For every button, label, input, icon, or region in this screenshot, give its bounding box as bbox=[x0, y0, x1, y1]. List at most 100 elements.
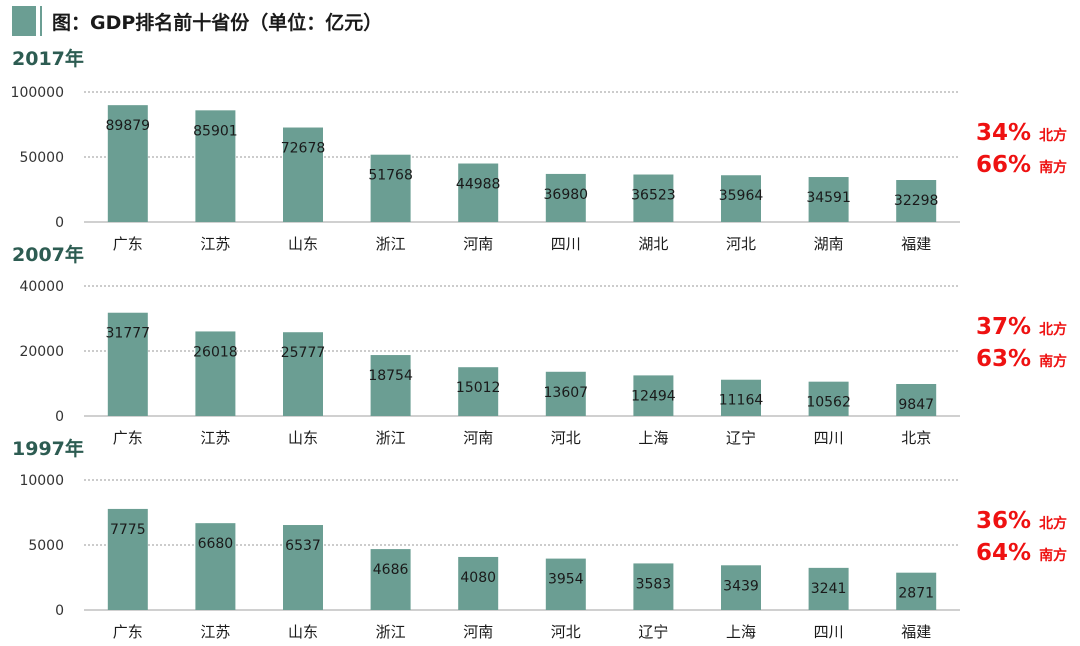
x-tick-label: 广东 bbox=[113, 235, 143, 253]
share-percent: 36% bbox=[976, 508, 1032, 534]
bar-value-label: 2871 bbox=[898, 586, 934, 602]
x-tick-label: 四川 bbox=[814, 429, 844, 447]
bar bbox=[370, 549, 411, 610]
x-tick-label: 山东 bbox=[288, 235, 318, 253]
bar bbox=[107, 105, 148, 222]
bar bbox=[545, 371, 586, 416]
bar-value-label: 4080 bbox=[460, 570, 496, 586]
year-label: 2017年 bbox=[12, 48, 84, 70]
year-label: 1997年 bbox=[12, 438, 84, 460]
share-region-label: 南方 bbox=[1039, 160, 1068, 176]
y-tick-label: 5000 bbox=[28, 538, 64, 554]
y-tick-label: 0 bbox=[55, 603, 64, 619]
region-share-row: 36% 北方 bbox=[976, 508, 1080, 540]
bar-value-label: 6680 bbox=[198, 536, 234, 552]
share-region-label: 南方 bbox=[1039, 354, 1068, 370]
share-percent: 64% bbox=[976, 540, 1032, 566]
y-tick-label: 40000 bbox=[19, 279, 64, 295]
bar-value-label: 3583 bbox=[636, 576, 672, 592]
bar bbox=[370, 355, 411, 416]
bar-value-label: 9847 bbox=[898, 397, 934, 413]
bar-value-label: 10562 bbox=[806, 395, 851, 411]
bar bbox=[721, 379, 761, 416]
share-region-label: 北方 bbox=[1039, 322, 1068, 338]
x-tick-label: 湖南 bbox=[814, 235, 844, 253]
share-percent: 63% bbox=[976, 346, 1032, 372]
bar bbox=[808, 381, 849, 416]
bar-value-label: 3954 bbox=[548, 572, 584, 588]
bar bbox=[545, 558, 586, 610]
bar bbox=[458, 556, 499, 610]
x-tick-label: 山东 bbox=[288, 429, 318, 447]
x-tick-label: 辽宁 bbox=[726, 429, 756, 447]
y-tick-label: 0 bbox=[55, 409, 64, 425]
x-tick-label: 湖北 bbox=[638, 235, 668, 253]
x-tick-label: 浙江 bbox=[376, 429, 406, 447]
region-share-row: 34% 北方 bbox=[976, 120, 1080, 152]
region-share-row: 37% 北方 bbox=[976, 314, 1080, 346]
bar-value-label: 12494 bbox=[631, 388, 676, 404]
bar-value-label: 3241 bbox=[811, 581, 847, 597]
bar-value-label: 72678 bbox=[281, 141, 326, 157]
x-tick-label: 广东 bbox=[113, 429, 143, 447]
region-share-row: 64% 南方 bbox=[976, 540, 1080, 572]
bar bbox=[195, 110, 236, 222]
bar bbox=[107, 312, 148, 416]
page-title: 图：GDP排名前十省份（单位：亿元） bbox=[52, 11, 383, 34]
bar bbox=[896, 383, 937, 416]
bar bbox=[808, 567, 849, 610]
bar bbox=[896, 572, 937, 610]
bar bbox=[283, 525, 323, 610]
bar-value-label: 51768 bbox=[368, 168, 413, 184]
bar-value-label: 25777 bbox=[281, 345, 326, 361]
share-percent: 37% bbox=[976, 314, 1032, 340]
bar-value-label: 85901 bbox=[193, 123, 238, 139]
bar-value-label: 6537 bbox=[285, 538, 321, 554]
bar bbox=[633, 563, 674, 610]
x-tick-label: 浙江 bbox=[376, 623, 406, 641]
bar-value-label: 44988 bbox=[456, 177, 501, 193]
x-tick-label: 河南 bbox=[463, 429, 493, 447]
y-tick-label: 10000 bbox=[19, 473, 64, 489]
share-region-label: 南方 bbox=[1039, 548, 1068, 564]
bar bbox=[633, 375, 674, 416]
bar-value-label: 11164 bbox=[719, 393, 764, 409]
y-tick-label: 100000 bbox=[11, 85, 64, 101]
title-rule bbox=[40, 6, 42, 36]
bar bbox=[458, 163, 499, 222]
bar bbox=[458, 367, 499, 416]
bar bbox=[195, 331, 236, 416]
x-tick-label: 江苏 bbox=[200, 429, 230, 447]
x-tick-label: 河北 bbox=[551, 623, 581, 641]
bar bbox=[370, 154, 411, 222]
x-tick-label: 河南 bbox=[463, 623, 493, 641]
region-share-row: 66% 南方 bbox=[976, 152, 1080, 184]
title-swatch bbox=[12, 6, 36, 36]
bar bbox=[545, 173, 586, 222]
x-tick-label: 福建 bbox=[901, 623, 931, 641]
bar bbox=[633, 174, 674, 222]
x-tick-label: 河南 bbox=[463, 235, 493, 253]
x-tick-label: 辽宁 bbox=[638, 623, 668, 641]
x-tick-label: 上海 bbox=[638, 429, 668, 447]
bar-value-label: 31777 bbox=[106, 326, 151, 342]
bar-value-label: 18754 bbox=[368, 368, 413, 384]
share-percent: 34% bbox=[976, 120, 1032, 146]
y-tick-label: 20000 bbox=[19, 344, 64, 360]
region-share-row: 63% 南方 bbox=[976, 346, 1080, 378]
region-share-panel: 36% 北方 64% 南方 bbox=[976, 508, 1080, 572]
bar-value-label: 35964 bbox=[719, 188, 764, 204]
bar bbox=[721, 175, 761, 222]
bar-value-label: 4686 bbox=[373, 562, 409, 578]
x-tick-label: 江苏 bbox=[200, 623, 230, 641]
x-tick-label: 北京 bbox=[901, 429, 931, 447]
x-tick-label: 福建 bbox=[901, 235, 931, 253]
bar bbox=[195, 523, 236, 610]
x-tick-label: 河北 bbox=[551, 429, 581, 447]
bar-value-label: 26018 bbox=[193, 344, 238, 360]
